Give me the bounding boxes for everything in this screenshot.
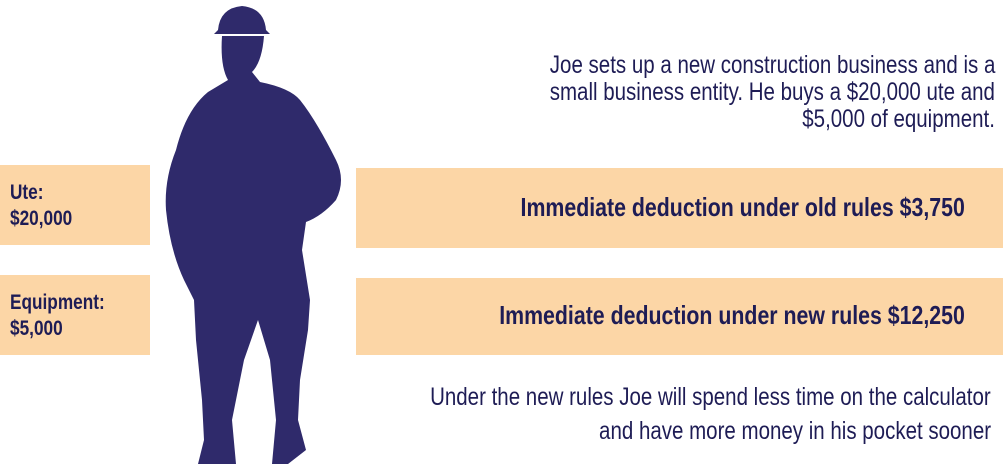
intro-line: Joe sets up a new construction business … bbox=[549, 52, 995, 79]
deduction-label: Immediate deduction under new rules $12,… bbox=[499, 300, 965, 331]
item-amount: $20,000 bbox=[10, 206, 72, 232]
deduction-label: Immediate deduction under old rules $3,7… bbox=[521, 192, 965, 223]
item-label: Equipment: $5,000 bbox=[10, 290, 126, 342]
item-name: Equipment: bbox=[10, 290, 105, 316]
intro-line: $5,000 of equipment. bbox=[802, 106, 995, 133]
conclusion-line: Under the new rules Joe will spend less … bbox=[430, 380, 991, 414]
item-amount: $5,000 bbox=[10, 316, 63, 342]
conclusion-line: and have more money in his pocket sooner bbox=[599, 414, 991, 448]
deduction-text: Immediate deduction under old rules $3,7… bbox=[423, 192, 965, 223]
item-name: Ute: bbox=[10, 180, 43, 206]
deduction-text: Immediate deduction under new rules $12,… bbox=[397, 300, 965, 331]
intro-line: small business entity. He buys a $20,000… bbox=[550, 79, 995, 106]
item-label: Ute: $20,000 bbox=[10, 180, 86, 232]
page: {"intro": ["Joe sets up a new constructi… bbox=[0, 0, 1003, 464]
intro: Joe sets up a new construction business … bbox=[452, 52, 995, 133]
conclusion: Under the new rules Joe will spend less … bbox=[307, 380, 991, 448]
